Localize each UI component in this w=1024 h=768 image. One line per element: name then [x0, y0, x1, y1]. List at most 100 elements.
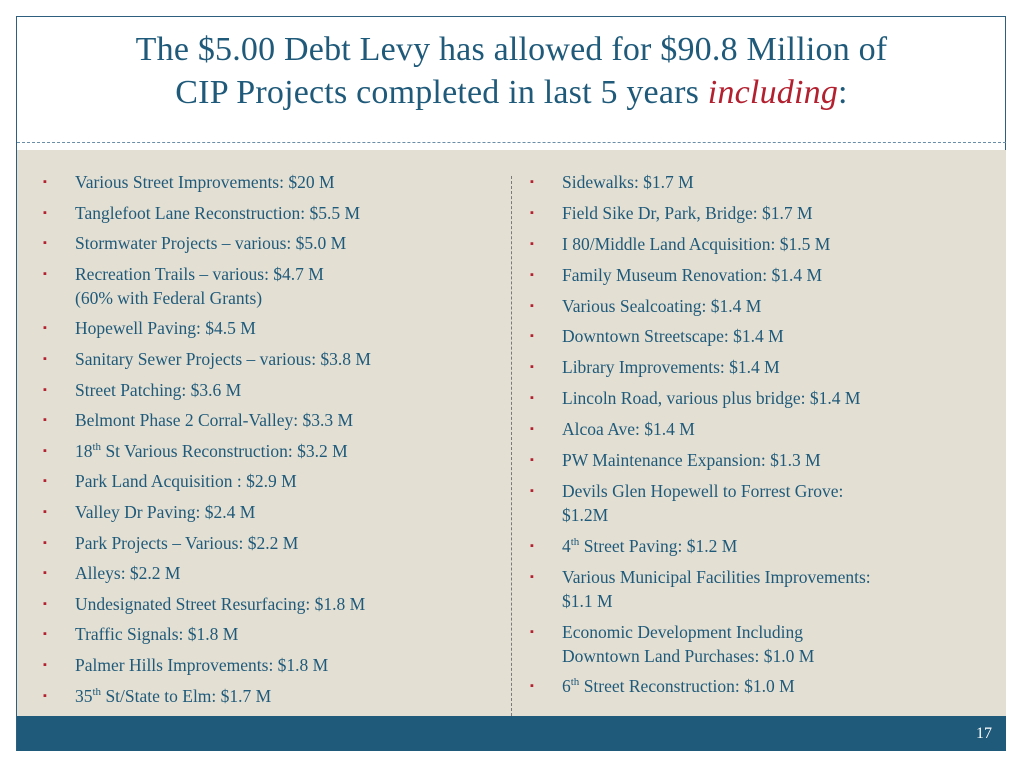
project-item-text: Family Museum Renovation: $1.4 M — [562, 263, 987, 287]
project-item-continuation: Downtown Land Purchases: $1.0 M — [562, 645, 815, 666]
project-item-continuation: (60% with Federal Grants) — [75, 287, 263, 308]
project-item-text: Various Sealcoating: $1.4 M — [562, 294, 987, 318]
project-item: ▪ Sidewalks: $1.7 M — [527, 170, 987, 194]
title-line-1: The $5.00 Debt Levy has allowed for $90.… — [135, 31, 888, 68]
project-item-label: Street Patching: $3.6 M — [75, 379, 242, 400]
bullet-icon: ▪ — [530, 361, 534, 374]
title-emphasis: including — [707, 74, 839, 111]
project-item-text: Sanitary Sewer Projects – various: $3.8 … — [75, 347, 505, 371]
project-item: ▪ 18th St Various Reconstruction: $3.2 M — [40, 439, 505, 463]
project-item: ▪ I 80/Middle Land Acquisition: $1.5 M — [527, 232, 987, 256]
project-item-text: Palmer Hills Improvements: $1.8 M — [75, 653, 505, 677]
bullet-icon: ▪ — [530, 539, 534, 552]
project-item-text: Downtown Streetscape: $1.4 M — [562, 324, 987, 348]
project-item-label: St/State to Elm: $1.7 M — [101, 685, 272, 706]
project-item-text: Economic Development Including — [562, 620, 987, 644]
bullet-icon: ▪ — [43, 383, 47, 396]
project-item-label: Valley Dr Paving: $2.4 M — [75, 501, 256, 522]
ordinal-number: 18 — [75, 440, 93, 461]
project-item-text: Belmont Phase 2 Corral-Valley: $3.3 M — [75, 408, 505, 432]
column-divider — [511, 176, 512, 716]
bullet-icon: ▪ — [43, 206, 47, 219]
project-item: ▪ Hopewell Paving: $4.5 M — [40, 316, 505, 340]
project-item: ▪ Downtown Streetscape: $1.4 M — [527, 324, 987, 348]
project-item: ▪ Lincoln Road, various plus bridge: $1.4… — [527, 386, 987, 410]
project-item: ▪ Devils Glen Hopewell to Forrest Grove: $… — [527, 479, 987, 527]
footer-bar: 17 — [17, 716, 1006, 751]
bullet-icon: ▪ — [530, 330, 534, 343]
project-item-label: Palmer Hills Improvements: $1.8 M — [75, 654, 329, 675]
project-item-text: Devils Glen Hopewell to Forrest Grove: — [562, 479, 987, 503]
project-item-text: Stormwater Projects – various: $5.0 M — [75, 231, 505, 255]
project-item-text: Tanglefoot Lane Reconstruction: $5.5 M — [75, 201, 505, 225]
project-item: ▪ Undesignated Street Resurfacing: $1.8 M — [40, 592, 505, 616]
project-item: ▪ Economic Development Including Downtown … — [527, 620, 987, 668]
project-item-label: Park Projects – Various: $2.2 M — [75, 532, 299, 553]
project-item: ▪ Alleys: $2.2 M — [40, 561, 505, 585]
bullet-icon: ▪ — [43, 414, 47, 427]
ordinal-number: 35 — [75, 685, 93, 706]
project-item: ▪ Recreation Trails – various: $4.7 M (60%… — [40, 262, 505, 310]
title-line-2: CIP Projects completed in last 5 years i… — [17, 71, 1006, 114]
project-item: ▪ Sanitary Sewer Projects – various: $3.8… — [40, 347, 505, 371]
project-item-text: Park Land Acquisition : $2.9 M — [75, 469, 505, 493]
ordinal-suffix: th — [92, 685, 102, 698]
project-item: ▪ Valley Dr Paving: $2.4 M — [40, 500, 505, 524]
bullet-icon: ▪ — [530, 570, 534, 583]
left-project-list: ▪ Various Street Improvements: $20 M ▪ Tang… — [40, 170, 505, 714]
slide-title: The $5.00 Debt Levy has allowed for $90.… — [17, 28, 1006, 114]
project-item-text: Undesignated Street Resurfacing: $1.8 M — [75, 592, 505, 616]
right-project-list: ▪ Sidewalks: $1.7 M ▪ Field Sike Dr, Park, … — [527, 170, 987, 705]
project-item: ▪ Park Projects – Various: $2.2 M — [40, 531, 505, 555]
project-item-label: Undesignated Street Resurfacing: $1.8 M — [75, 593, 366, 614]
project-item-text: I 80/Middle Land Acquisition: $1.5 M — [562, 232, 987, 256]
bullet-icon: ▪ — [43, 505, 47, 518]
project-item-text: Lincoln Road, various plus bridge: $1.4 … — [562, 386, 987, 410]
project-item: ▪ Tanglefoot Lane Reconstruction: $5.5 M — [40, 201, 505, 225]
ordinal-suffix: th — [92, 440, 102, 453]
project-item: ▪ Palmer Hills Improvements: $1.8 M — [40, 653, 505, 677]
project-item-text: Traffic Signals: $1.8 M — [75, 622, 505, 646]
project-item-label: Downtown Streetscape: $1.4 M — [562, 326, 784, 347]
project-item-label: Street Reconstruction: $1.0 M — [579, 676, 795, 697]
bullet-icon: ▪ — [43, 628, 47, 641]
ordinal-suffix: th — [570, 676, 580, 689]
project-item-text: Various Municipal Facilities Improvement… — [562, 565, 987, 589]
project-item-label: Various Municipal Facilities Improvement… — [562, 566, 871, 587]
project-item-text: Field Sike Dr, Park, Bridge: $1.7 M — [562, 201, 987, 225]
project-item-label: Park Land Acquisition : $2.9 M — [75, 471, 297, 492]
project-item-label: Lincoln Road, various plus bridge: $1.4 … — [562, 388, 861, 409]
project-item-label: Sanitary Sewer Projects – various: $3.8 … — [75, 348, 371, 369]
bullet-icon: ▪ — [530, 299, 534, 312]
bullet-icon: ▪ — [530, 484, 534, 497]
project-item-text: Street Patching: $3.6 M — [75, 378, 505, 402]
title-colon: : — [838, 74, 848, 111]
project-item-text: Sidewalks: $1.7 M — [562, 170, 987, 194]
project-item-label: Belmont Phase 2 Corral-Valley: $3.3 M — [75, 410, 354, 431]
bullet-icon: ▪ — [43, 567, 47, 580]
project-item: ▪ Various Municipal Facilities Improvemen… — [527, 565, 987, 613]
title-divider — [17, 142, 1006, 143]
project-item-text: Various Street Improvements: $20 M — [75, 170, 505, 194]
project-item-text: Library Improvements: $1.4 M — [562, 355, 987, 379]
bullet-icon: ▪ — [43, 267, 47, 280]
project-item-text: Hopewell Paving: $4.5 M — [75, 316, 505, 340]
bullet-icon: ▪ — [43, 444, 47, 457]
project-item: ▪ 4th Street Paving: $1.2 M — [527, 534, 987, 558]
ordinal-number: 4 — [562, 535, 571, 556]
project-item-text: Valley Dr Paving: $2.4 M — [75, 500, 505, 524]
project-item-label: Family Museum Renovation: $1.4 M — [562, 264, 823, 285]
bullet-icon: ▪ — [530, 237, 534, 250]
project-item-text: PW Maintenance Expansion: $1.3 M — [562, 448, 987, 472]
project-item: ▪ Belmont Phase 2 Corral-Valley: $3.3 M — [40, 408, 505, 432]
bullet-icon: ▪ — [530, 423, 534, 436]
project-item-text: 4th Street Paving: $1.2 M — [562, 534, 987, 558]
project-item-label: Various Street Improvements: $20 M — [75, 172, 335, 192]
project-item-text: 35th St/State to Elm: $1.7 M — [75, 684, 505, 708]
page-number: 17 — [976, 725, 992, 742]
bullet-icon: ▪ — [43, 176, 47, 188]
project-item-text: Alcoa Ave: $1.4 M — [562, 417, 987, 441]
project-item-label: I 80/Middle Land Acquisition: $1.5 M — [562, 233, 831, 254]
project-item-text: 18th St Various Reconstruction: $3.2 M — [75, 439, 505, 463]
project-item: ▪ Field Sike Dr, Park, Bridge: $1.7 M — [527, 201, 987, 225]
